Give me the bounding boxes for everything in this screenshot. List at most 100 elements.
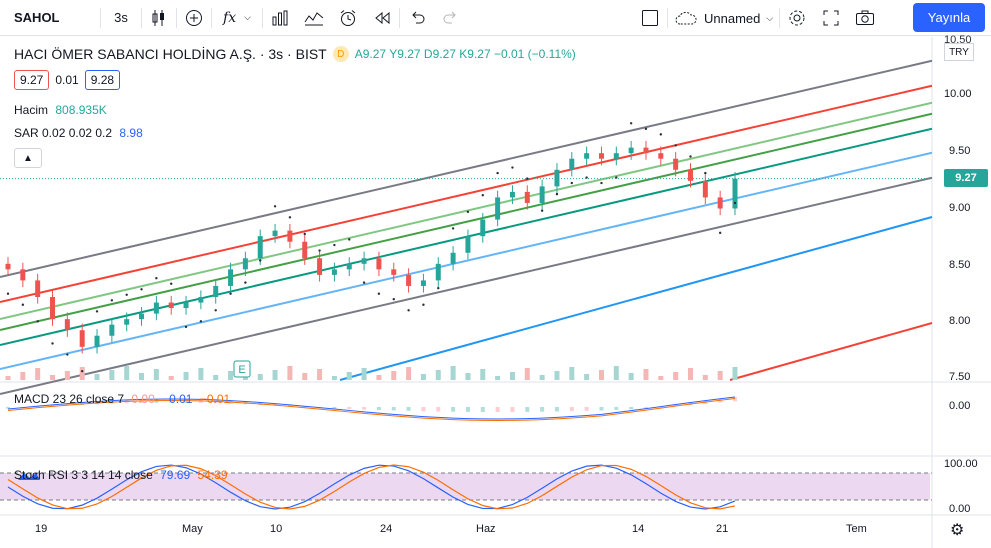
candle — [643, 147, 649, 154]
macd-line — [7, 396, 736, 420]
volume-bar — [391, 371, 397, 380]
chart-settings-icon[interactable]: ⚙ — [950, 522, 965, 539]
candle — [5, 263, 11, 270]
stoch-label: Stoch RSI 3 3 14 14 close — [14, 468, 153, 482]
volume-bar — [302, 373, 308, 380]
publish-button[interactable]: Yayınla — [913, 3, 985, 32]
candle — [717, 197, 723, 209]
sar-dot — [629, 122, 633, 125]
candle — [539, 186, 545, 203]
volume-bar — [717, 371, 723, 380]
macd-histogram-bar — [480, 407, 485, 412]
divider — [399, 7, 400, 28]
channel-light-blue — [0, 151, 933, 370]
undo-icon[interactable] — [400, 0, 434, 36]
macd-histogram-bar — [406, 407, 411, 411]
macd-histogram-bar — [599, 407, 604, 411]
channel-lower-red — [729, 322, 933, 381]
candle — [687, 169, 693, 181]
candle-type-icon[interactable] — [142, 0, 176, 36]
price-chart-canvas[interactable]: E — [0, 37, 991, 548]
volume-bar — [539, 375, 545, 380]
sar-dot — [392, 298, 395, 301]
sar-dot — [170, 282, 173, 285]
macd-histogram-bar — [421, 407, 426, 412]
stoch-band — [0, 473, 930, 500]
fullscreen-icon[interactable] — [814, 0, 848, 36]
alert-clock-icon[interactable] — [331, 0, 365, 36]
volume-bar — [35, 368, 41, 380]
sar-dot — [288, 216, 292, 219]
macd-histogram-bar — [569, 407, 574, 412]
volume-bar — [465, 373, 471, 380]
sar-dot — [51, 342, 54, 345]
macd-histogram-bar — [510, 407, 515, 412]
candle — [331, 269, 337, 275]
sar-dot — [6, 292, 10, 295]
redo-icon[interactable] — [434, 0, 468, 36]
sar-dot — [451, 227, 455, 230]
channel-lower-blue — [339, 216, 933, 381]
volume-legend[interactable]: Hacim 808.935K — [14, 103, 107, 117]
macd-legend[interactable]: MACD 23 26 close 7 0.00 −0.01 −0.01 — [14, 392, 230, 406]
collapse-legend-button[interactable]: ▲ — [14, 148, 42, 168]
price-tick: 9.50 — [949, 145, 971, 157]
sar-dot — [674, 144, 677, 147]
settings-gear-icon[interactable] — [780, 0, 814, 36]
macd-histogram-bar — [50, 404, 55, 407]
volume-bar — [673, 372, 679, 380]
macd-histogram-bar — [362, 407, 367, 410]
sar-legend[interactable]: SAR 0.02 0.02 0.2 8.98 — [14, 126, 143, 140]
compare-add-icon[interactable] — [177, 0, 211, 36]
time-tick: 19 — [35, 523, 48, 535]
data-delayed-badge[interactable]: D — [332, 46, 349, 62]
volume-bar — [584, 374, 590, 380]
sell-price-button[interactable]: 9.27 — [14, 70, 50, 90]
sar-dot — [466, 210, 470, 214]
macd-histogram-bar — [614, 407, 619, 410]
sar-dot — [110, 299, 114, 302]
divider — [100, 7, 101, 28]
volume-bar — [272, 370, 278, 380]
currency-label[interactable]: TRY — [944, 43, 974, 61]
symbol-search-button[interactable]: SAHOL — [14, 10, 60, 25]
fullscreen-box-icon[interactable] — [633, 0, 667, 36]
cloud-icon — [18, 473, 40, 480]
candle — [495, 197, 501, 220]
volume-bar — [509, 372, 515, 380]
templates-icon[interactable] — [297, 0, 331, 36]
save-layout-button[interactable]: Unnamed ⌵ — [668, 0, 779, 36]
replay-icon[interactable] — [365, 0, 399, 36]
volume-bar — [198, 368, 204, 380]
camera-icon[interactable] — [848, 0, 882, 36]
channel-green — [0, 112, 933, 331]
candle — [50, 297, 56, 320]
stoch-tick: 0.00 — [949, 503, 971, 515]
sar-dot — [95, 310, 99, 313]
sar-dot — [600, 181, 603, 185]
chevron-up-icon: ▲ — [23, 152, 33, 164]
layout-name: Unnamed — [704, 10, 761, 26]
indicators-button[interactable]: fx ⌵ — [212, 0, 262, 36]
candle — [272, 230, 278, 237]
volume-bar — [613, 366, 619, 380]
volume-bar — [435, 370, 441, 380]
sar-dot — [718, 231, 722, 235]
chart-area[interactable]: E HACI ÖMER SABANCI HOLDİNG A.Ş. · 3s · … — [0, 34, 991, 548]
buy-price-button[interactable]: 9.28 — [84, 70, 121, 90]
candle — [287, 230, 293, 242]
stoch-legend[interactable]: Stoch RSI 3 3 14 14 close 79.69 54.39 — [14, 468, 228, 482]
macd-histogram-bar — [391, 407, 396, 411]
macd-tick: 0.00 — [949, 400, 971, 412]
current-price-label: 9.27 — [944, 169, 988, 187]
interval-button[interactable]: 3s — [114, 10, 128, 25]
volume-bar — [139, 373, 145, 380]
sar-dot — [615, 176, 618, 179]
volume-bar — [94, 374, 100, 380]
sar-dot — [303, 232, 306, 236]
volume-bar — [420, 374, 426, 380]
volume-bar — [361, 368, 367, 380]
price-tick: 10.50 — [944, 34, 972, 46]
financials-icon[interactable] — [263, 0, 297, 36]
divider — [667, 8, 668, 28]
